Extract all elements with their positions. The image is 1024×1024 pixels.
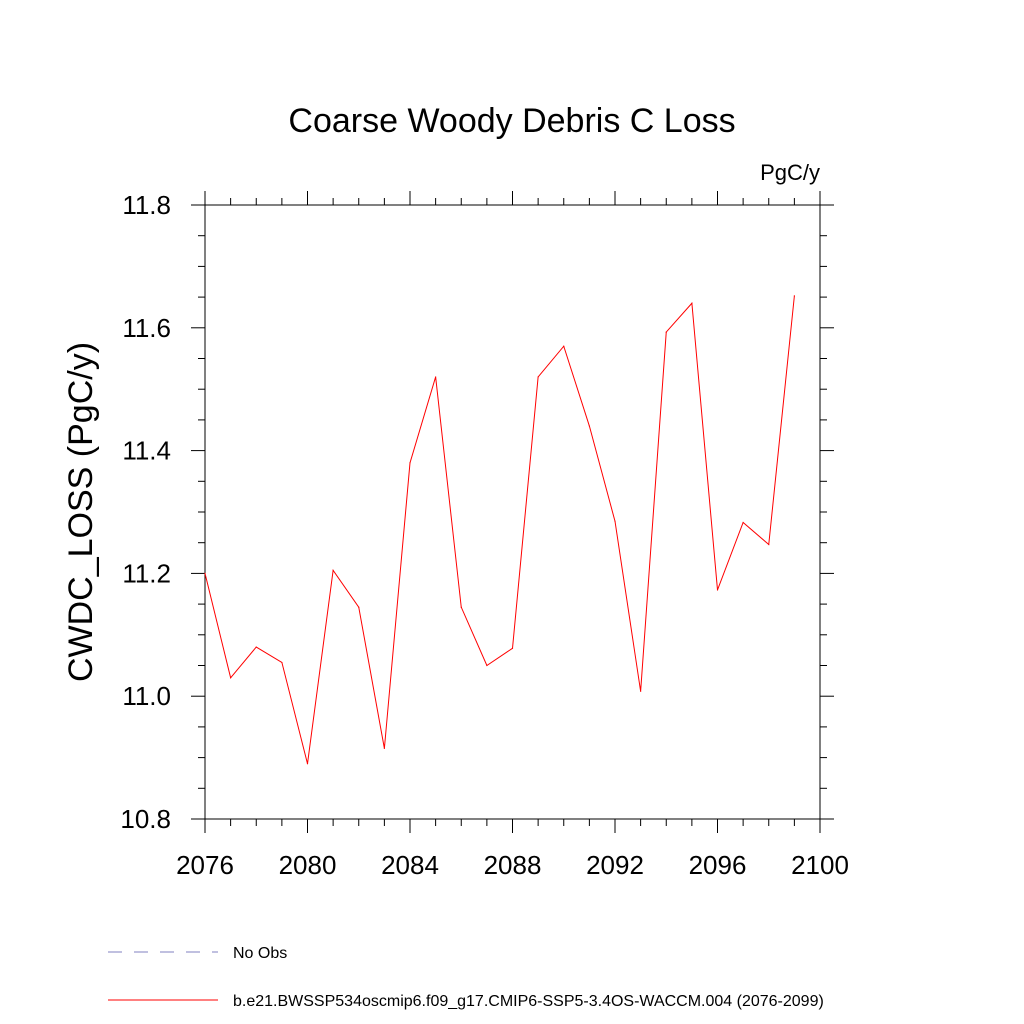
data-point (230, 677, 232, 679)
data-point (537, 376, 539, 378)
legend-label-model: b.e21.BWSSP534oscmip6.f09_g17.CMIP6-SSP5… (233, 993, 824, 1010)
y-tick-label: 11.8 (122, 190, 171, 220)
data-point (640, 690, 642, 692)
data-point (281, 661, 283, 664)
data-point (204, 572, 206, 575)
series-line (204, 295, 795, 764)
data-point (435, 376, 437, 378)
data-points (204, 295, 795, 765)
x-tick-label: 2088 (484, 850, 542, 880)
data-point (511, 647, 514, 649)
y-tick-label: 11.2 (122, 558, 171, 588)
data-point (614, 520, 616, 522)
x-tick-label: 2084 (381, 850, 439, 880)
data-point (306, 763, 309, 765)
data-point (588, 425, 590, 427)
y-tick-labels: 10.8 11.0 11.2 11.4 11.6 11.8 (120, 190, 171, 834)
data-point (665, 331, 667, 333)
x-tick-label: 2080 (279, 850, 337, 880)
x-tick-label: 2092 (586, 850, 644, 880)
axis-ticks (191, 191, 834, 833)
plot-frame (204, 204, 821, 820)
x-tick-labels: 2076 2080 2084 2088 2092 2096 2100 (176, 850, 849, 880)
legend-label-no-obs: No Obs (233, 945, 287, 962)
data-point (255, 646, 257, 648)
y-tick-label: 11.0 (122, 681, 171, 711)
chart-title: Coarse Woody Debris C Loss (288, 102, 735, 140)
data-point (691, 302, 693, 304)
data-point (768, 543, 770, 546)
data-point (563, 345, 565, 347)
y-tick-label: 10.8 (120, 804, 171, 834)
data-point (409, 462, 411, 464)
data-point (793, 295, 795, 297)
data-point (383, 747, 385, 749)
data-point (358, 606, 360, 608)
legend: No Obs b.e21.BWSSP534oscmip6.f09_g17.CMI… (108, 945, 824, 1010)
y-axis-label: CWDC_LOSS (PgC/y) (62, 342, 100, 682)
data-point (742, 521, 744, 524)
data-point (486, 664, 488, 667)
data-point (460, 606, 462, 608)
y-tick-label: 11.6 (122, 313, 171, 343)
data-point (716, 589, 719, 591)
x-tick-label: 2100 (791, 850, 849, 880)
x-tick-label: 2096 (689, 850, 747, 880)
x-tick-label: 2076 (176, 850, 234, 880)
units-label: PgC/y (760, 160, 820, 185)
data-point (332, 569, 334, 571)
y-tick-label: 11.4 (122, 436, 171, 466)
